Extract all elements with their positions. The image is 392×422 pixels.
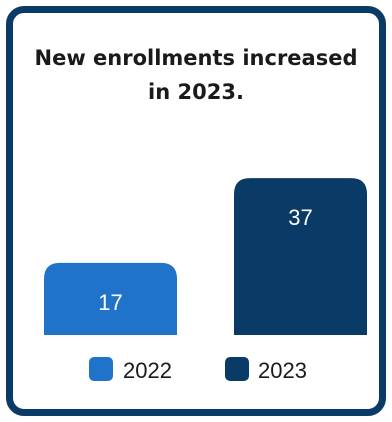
bar-value-label: 37 (288, 205, 312, 230)
bar-2023 (234, 178, 367, 335)
bar-value-label: 17 (98, 290, 122, 315)
bar-chart: 17 37 2022 2023 (44, 178, 367, 383)
legend-swatch-2022 (89, 357, 113, 381)
legend-label-2023: 2023 (258, 358, 307, 383)
chart-card: New enrollments increased in 2023. 17 37 2… (6, 6, 386, 416)
bar-2022 (44, 262, 177, 335)
legend-label-2022: 2022 (123, 358, 172, 383)
chart-title: New enrollments increased in 2023. (34, 46, 358, 104)
legend-swatch-2023 (225, 357, 249, 381)
